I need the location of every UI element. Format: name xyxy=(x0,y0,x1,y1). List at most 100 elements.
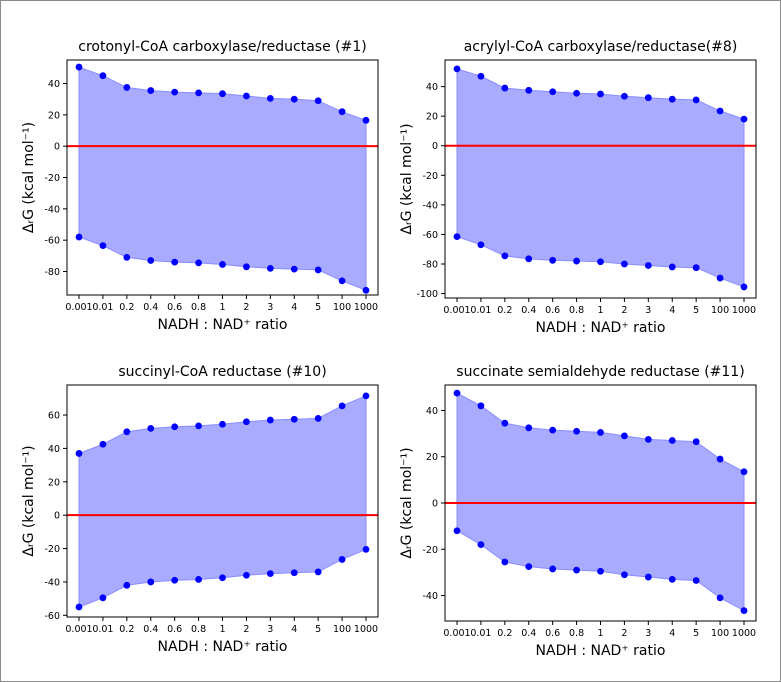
x-tick-label: 4 xyxy=(669,628,675,639)
x-tick-label: 0.01 xyxy=(470,305,491,316)
y-tick-label: -80 xyxy=(44,267,60,278)
x-tick-label: 0.2 xyxy=(497,628,512,639)
lower-point xyxy=(123,581,131,589)
chart-title: succinyl-CoA reductase (#10) xyxy=(118,364,326,380)
lower-point xyxy=(549,256,557,264)
upper-point xyxy=(314,414,322,422)
shaded-band xyxy=(456,68,745,288)
x-tick-label: 0.01 xyxy=(92,624,113,635)
x-tick-label: 1 xyxy=(597,305,603,316)
y-tick-label: -100 xyxy=(416,289,438,300)
y-tick-label: 0 xyxy=(54,511,60,522)
upper-point xyxy=(501,419,509,427)
x-tick-label: 1 xyxy=(597,628,603,639)
x-tick-label: 1000 xyxy=(732,305,756,316)
lower-point xyxy=(644,262,652,269)
y-tick-label: 0 xyxy=(432,141,438,152)
upper-point xyxy=(75,450,83,457)
lower-point xyxy=(219,574,226,582)
y-tick-label: 60 xyxy=(48,411,60,422)
upper-point xyxy=(621,92,628,100)
lower-point xyxy=(243,571,250,579)
upper-point xyxy=(668,437,676,444)
x-axis-label: NADH : NAD⁺ ratio xyxy=(536,643,666,659)
x-tick-label: 100 xyxy=(711,628,729,639)
upper-point xyxy=(338,108,346,116)
chart-title: succinate semialdehyde reductase (#11) xyxy=(456,364,744,380)
lower-point xyxy=(243,263,250,271)
chart-title: crotonyl-CoA carboxylase/reductase (#1) xyxy=(78,39,366,55)
upper-point xyxy=(266,416,274,424)
lower-point xyxy=(195,259,202,267)
lower-point xyxy=(549,565,557,573)
lower-point xyxy=(573,566,580,574)
lower-point xyxy=(716,594,724,602)
upper-point xyxy=(75,63,83,71)
lower-point xyxy=(362,546,370,553)
upper-point xyxy=(99,72,107,80)
chart-panel: 40 20 0 -20 -40 -60 -80 0.001 0.01 0.2 0.4 0.6 0.8 1 2… xyxy=(21,39,379,333)
lower-point xyxy=(525,563,533,571)
y-tick-label: 0 xyxy=(432,499,438,510)
lower-point xyxy=(453,233,461,241)
lower-point xyxy=(668,263,676,271)
x-axis-label: NADH : NAD⁺ ratio xyxy=(158,317,288,333)
upper-point xyxy=(692,96,700,104)
upper-point xyxy=(716,107,724,115)
x-tick-label: 0.4 xyxy=(143,302,158,313)
upper-point xyxy=(477,402,485,410)
lower-point xyxy=(123,254,131,261)
y-axis-label: ΔᵣG (kcal mol⁻¹) xyxy=(21,445,37,556)
y-axis-label: ΔᵣG (kcal mol⁻¹) xyxy=(21,122,37,233)
y-tick-label: -40 xyxy=(44,577,60,588)
x-tick-label: 100 xyxy=(333,624,351,635)
chart-panel: 40 20 0 -20 -40 0.001 0.01 0.2 0.4 0.6 0.8 1 2 3 4 5 100… xyxy=(399,364,757,659)
y-tick-label: 40 xyxy=(48,444,60,455)
shaded-band xyxy=(456,392,745,612)
upper-point xyxy=(644,94,652,102)
upper-point xyxy=(147,87,155,94)
x-tick-label: 0.001 xyxy=(65,302,92,313)
x-tick-label: 1 xyxy=(219,302,225,313)
lower-point xyxy=(314,568,322,576)
y-tick-label: 20 xyxy=(426,452,438,463)
x-tick-label: 1 xyxy=(219,624,225,635)
x-tick-label: 2 xyxy=(621,305,627,316)
x-tick-label: 0.8 xyxy=(569,628,584,639)
upper-point xyxy=(338,402,346,410)
upper-point xyxy=(692,438,700,446)
lower-point xyxy=(338,277,346,285)
x-tick-label: 0.6 xyxy=(545,628,560,639)
lower-point xyxy=(621,571,628,579)
lower-point xyxy=(75,603,83,611)
x-tick-label: 0.8 xyxy=(191,624,206,635)
lower-point xyxy=(477,541,485,549)
y-tick-label: 40 xyxy=(48,79,60,90)
lower-point xyxy=(266,264,274,272)
lower-point xyxy=(525,255,533,263)
x-tick-label: 5 xyxy=(693,305,699,316)
shaded-band xyxy=(78,66,367,292)
upper-point xyxy=(716,455,724,463)
upper-point xyxy=(668,95,676,103)
upper-point xyxy=(525,86,533,94)
x-tick-label: 0.2 xyxy=(119,302,134,313)
lower-point xyxy=(501,252,509,260)
lower-point xyxy=(716,274,724,282)
x-tick-label: 2 xyxy=(243,624,249,635)
lower-point xyxy=(290,265,298,273)
y-tick-label: -40 xyxy=(422,591,438,602)
lower-point xyxy=(740,283,748,291)
x-tick-label: 0.4 xyxy=(521,628,536,639)
chart-panel: 60 40 20 0 -20 -40 -60 0.001 0.01 0.2 0.4 0.6 0.8 1 2 3… xyxy=(21,364,379,655)
upper-point xyxy=(573,427,580,435)
lower-point xyxy=(597,258,604,266)
x-tick-label: 100 xyxy=(333,302,351,313)
x-tick-label: 3 xyxy=(645,305,651,316)
upper-point xyxy=(525,424,533,432)
upper-point xyxy=(243,92,250,100)
y-tick-label: -20 xyxy=(422,171,438,182)
lower-point xyxy=(692,577,700,584)
